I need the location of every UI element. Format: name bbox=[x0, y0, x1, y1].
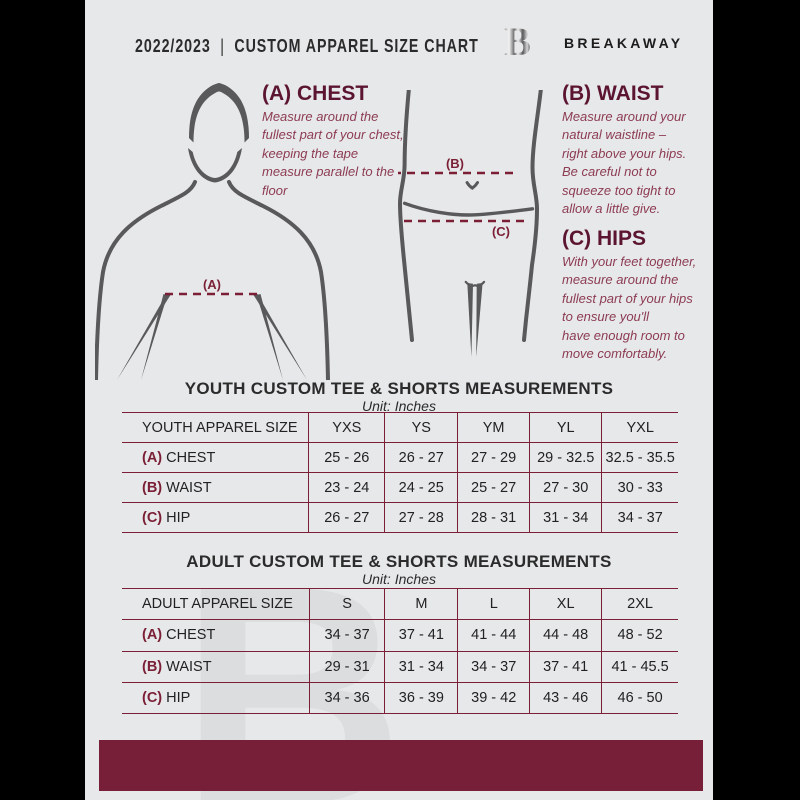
svg-text:B: B bbox=[504, 22, 531, 64]
svg-text:(B): (B) bbox=[446, 156, 464, 171]
svg-text:(C): (C) bbox=[492, 224, 510, 239]
svg-text:(A): (A) bbox=[203, 277, 221, 292]
